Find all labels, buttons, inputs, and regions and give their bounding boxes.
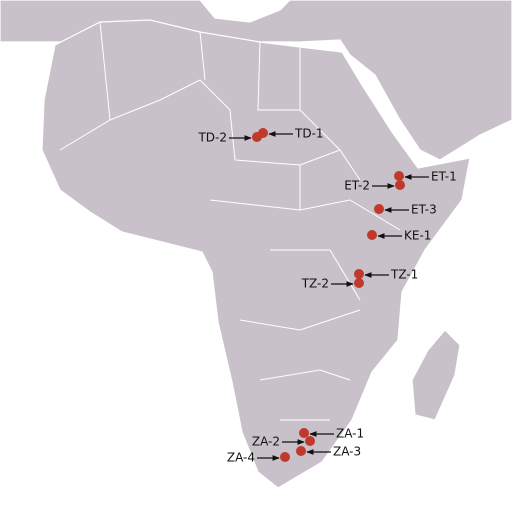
site-label: ZA-4	[227, 451, 255, 465]
madagascar	[411, 329, 461, 421]
site-marker	[354, 269, 364, 279]
site-marker	[305, 436, 315, 446]
site-marker	[280, 452, 290, 462]
site-marker	[374, 204, 384, 214]
africa	[41, 19, 471, 489]
site-label: ZA-1	[336, 427, 364, 441]
site-label: TD-2	[197, 131, 227, 145]
site-label: TZ-2	[301, 277, 329, 291]
site-marker	[354, 278, 364, 288]
site-label: ZA-3	[333, 445, 361, 459]
landmass	[0, 0, 512, 489]
site-label: ET-1	[431, 170, 457, 184]
site-marker	[252, 132, 262, 142]
site-label: TZ-1	[390, 268, 418, 282]
site-label: TD-1	[294, 127, 324, 141]
country-borders	[59, 21, 401, 421]
site-marker	[395, 180, 405, 190]
site-marker	[296, 446, 306, 456]
site-label: KE-1	[404, 229, 431, 243]
site-label: ET-2	[344, 179, 370, 193]
site-marker	[367, 230, 377, 240]
site-label: ZA-2	[252, 435, 280, 449]
site-marker	[394, 171, 404, 181]
sites: TD-1 TD-2 ET-1 ET-2 ET-3 KE-1 TZ-1 TZ-2 ZA-1 ZA-2…	[197, 127, 456, 465]
site-marker	[299, 428, 309, 438]
site-label: ET-3	[411, 203, 437, 217]
